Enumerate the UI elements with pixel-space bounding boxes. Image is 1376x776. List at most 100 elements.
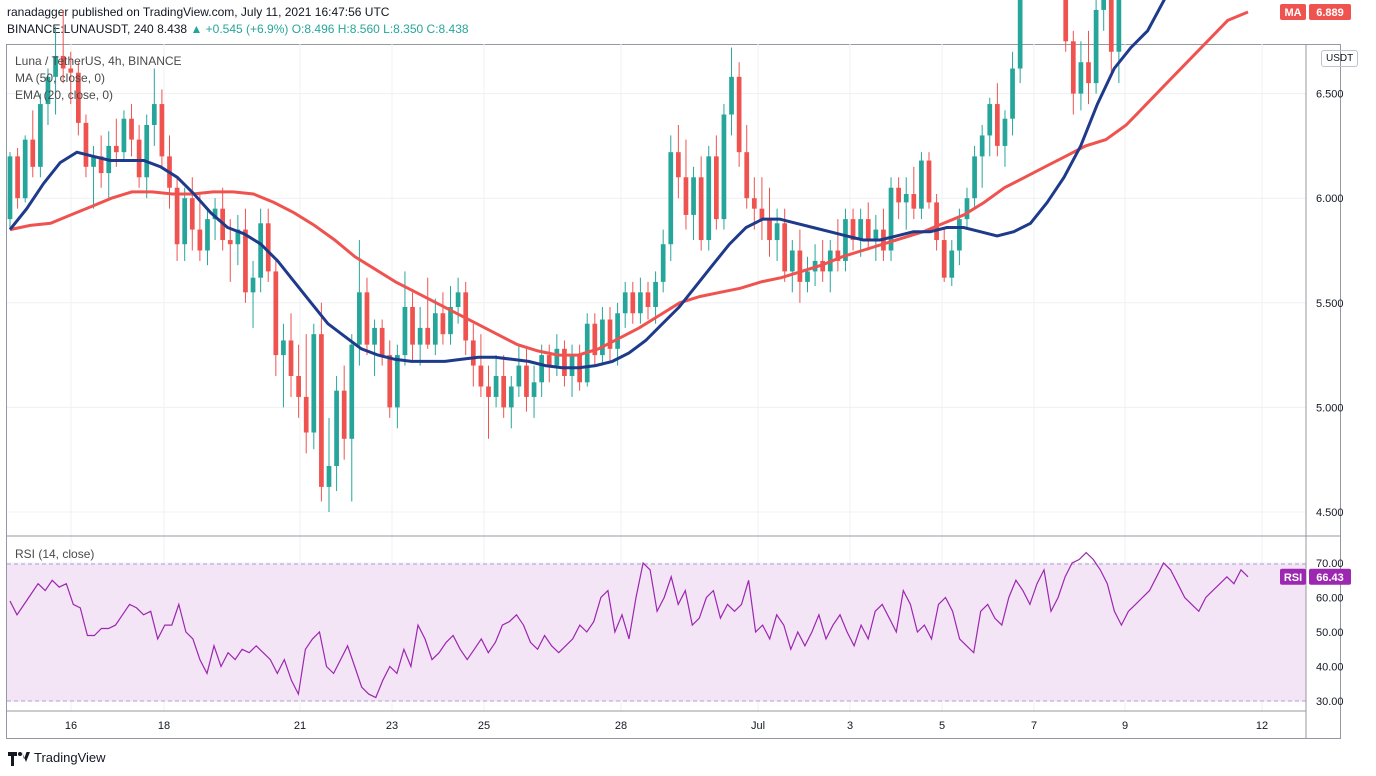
- ma-50-line: [9, 10, 1249, 357]
- candle-body: [972, 156, 977, 199]
- candle-body: [903, 194, 909, 203]
- candle-body: [789, 250, 795, 272]
- candle-body: [713, 156, 719, 220]
- time-tick-label: 3: [847, 720, 853, 732]
- price-tick-label: 5.000: [1316, 402, 1344, 414]
- rsi-tick-label: 40.00: [1316, 662, 1344, 674]
- candle-body: [911, 194, 917, 209]
- ma-legend[interactable]: MA (50, close, 0): [15, 71, 106, 85]
- ohlc-low: 8.350: [393, 22, 424, 36]
- price-change: ▲ +0.545 (+6.9%): [190, 22, 289, 36]
- candle-body: [357, 292, 362, 345]
- candle-body: [782, 223, 788, 272]
- price-tick-label: 6.500: [1316, 89, 1344, 101]
- candle-body: [432, 313, 438, 345]
- time-tick-label: Jul: [751, 720, 765, 732]
- rsi-tag-label-bg: [1280, 568, 1306, 585]
- candle-body: [622, 292, 628, 314]
- candle-body: [30, 139, 36, 167]
- candle-body: [691, 177, 696, 215]
- candle-body: [698, 177, 704, 241]
- publish-info: ranadagger published on TradingView.com,…: [7, 5, 390, 19]
- candle-body: [941, 240, 947, 278]
- candle-body: [546, 355, 552, 366]
- tradingview-logo-icon: [8, 751, 30, 766]
- ma-price-tag-bg: [1309, 4, 1351, 21]
- candle-body: [683, 177, 689, 215]
- candle-body: [113, 145, 119, 153]
- time-tick-label: 28: [615, 720, 627, 732]
- candle-body: [569, 355, 575, 377]
- candle-body: [592, 323, 598, 356]
- candle-body: [417, 327, 423, 345]
- price-tick-label: 5.500: [1316, 298, 1344, 310]
- candle-body: [182, 198, 188, 245]
- candle-body: [501, 376, 507, 408]
- candle-body: [341, 390, 347, 439]
- ohlc-close: 8.438: [438, 22, 469, 36]
- candle-body: [896, 187, 901, 203]
- candle-body: [1002, 118, 1008, 146]
- rsi-tick-label: 70.00: [1316, 558, 1344, 570]
- time-tick-label: 25: [478, 720, 490, 732]
- candle-body: [1078, 62, 1084, 94]
- candle-body: [121, 118, 127, 153]
- rsi-line: [9, 551, 1249, 699]
- candle-body: [1116, 0, 1122, 52]
- candle-body: [319, 334, 324, 487]
- candle-body: [1010, 68, 1015, 119]
- candle-body: [744, 152, 750, 199]
- time-tick-label: 16: [65, 720, 77, 732]
- candle-body: [759, 208, 765, 220]
- candle-body: [311, 334, 317, 433]
- rsi-tick-label: 60.00: [1316, 593, 1344, 605]
- candle-body: [53, 55, 58, 77]
- time-tick-label: 21: [294, 720, 306, 732]
- time-tick-label: 23: [386, 720, 398, 732]
- candle-body: [60, 55, 66, 69]
- candle-body: [410, 306, 415, 345]
- candle-body: [394, 355, 400, 408]
- candle-body: [638, 292, 643, 314]
- candle-body: [129, 118, 134, 140]
- candle-body: [919, 160, 924, 209]
- ohlc-high-label: H:: [337, 22, 350, 36]
- candle-body: [1070, 41, 1076, 94]
- candle-body: [372, 327, 377, 345]
- candle-body: [516, 365, 522, 387]
- candle-body: [45, 76, 51, 105]
- candle-body: [949, 250, 955, 278]
- candle-body: [189, 198, 195, 230]
- candle-body: [493, 376, 499, 397]
- candle-body: [258, 223, 263, 278]
- chart-title: Luna / TetherUS, 4h, BINANCE: [15, 54, 182, 68]
- candle-body: [455, 292, 461, 307]
- candle-body: [531, 382, 537, 397]
- rsi-band: [7, 564, 1306, 701]
- candle-body: [934, 202, 939, 241]
- candle-body: [964, 198, 970, 220]
- candle-body: [554, 348, 560, 366]
- candle-body: [379, 327, 385, 356]
- candle-body: [508, 386, 514, 408]
- candle-body: [288, 340, 294, 377]
- tradingview-brand[interactable]: TradingView: [34, 750, 106, 765]
- ema-legend[interactable]: EMA (20, close, 0): [15, 88, 114, 102]
- candle-body: [957, 219, 962, 251]
- rsi-legend[interactable]: RSI (14, close): [15, 547, 95, 561]
- candle-body: [15, 156, 20, 199]
- candle-body: [402, 306, 408, 356]
- candle-body: [615, 313, 620, 349]
- candle-body: [539, 355, 545, 383]
- ohlc-open-label: O:: [291, 22, 305, 36]
- rsi-tick-label: 50.00: [1316, 627, 1344, 639]
- currency-label[interactable]: USDT: [1321, 50, 1359, 67]
- candle-body: [212, 208, 218, 220]
- rsi-value-tag-bg: [1309, 568, 1351, 585]
- candle-body: [721, 114, 727, 220]
- candle-body: [524, 365, 529, 397]
- candle-body: [1108, 0, 1114, 52]
- time-tick-label: 5: [939, 720, 945, 732]
- candle-body: [660, 244, 666, 282]
